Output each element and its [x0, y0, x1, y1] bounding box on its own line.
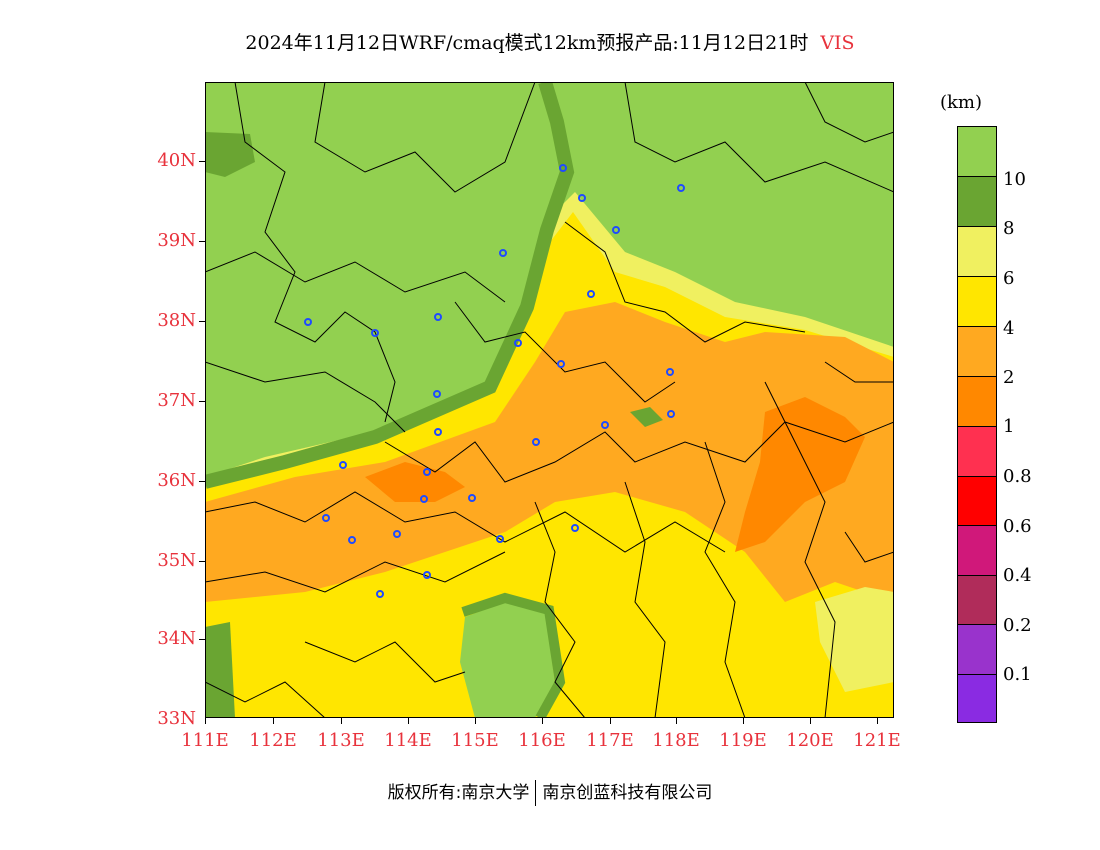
lon-label-111: 111E [181, 730, 229, 751]
lon-label-115: 115E [451, 730, 499, 751]
colorbar-segment [958, 227, 996, 277]
legend-label-10: 10 [1003, 169, 1026, 190]
legend-label-1: 1 [1003, 416, 1015, 437]
lon-tick [341, 718, 342, 724]
lon-label-114: 114E [384, 730, 432, 751]
vis-region-1-2 [735, 397, 865, 552]
legend-label-0-8: 0.8 [1003, 466, 1032, 487]
legend-label-6: 6 [1003, 268, 1015, 289]
colorbar-segment [958, 526, 996, 576]
lat-label-37: 37N [157, 390, 196, 411]
vis-region-8-10-west [205, 132, 255, 177]
lon-label-112: 112E [249, 730, 297, 751]
title-main: 2024年11月12日WRF/cmaq模式12km预报产品:11月12日21时 [245, 32, 809, 54]
lat-tick [199, 401, 205, 402]
footer-separator [535, 780, 537, 806]
lat-tick [199, 161, 205, 162]
city-markers [304, 164, 685, 598]
lon-tick [676, 718, 677, 724]
visibility-map [205, 82, 894, 718]
lat-tick [199, 241, 205, 242]
vis-region-8-10-sw [205, 622, 235, 718]
colorbar-segment [958, 277, 996, 327]
lon-tick [273, 718, 274, 724]
lon-tick [743, 718, 744, 724]
legend-label-0-2: 0.2 [1003, 615, 1032, 636]
lon-label-121: 121E [853, 730, 901, 751]
lon-label-113: 113E [317, 730, 365, 751]
colorbar-segment [958, 576, 996, 625]
lon-tick [408, 718, 409, 724]
lat-label-39: 39N [157, 230, 196, 251]
lat-tick [199, 481, 205, 482]
lon-tick [542, 718, 543, 724]
footer: 版权所有:南京大学 南京创蓝科技有限公司 [0, 778, 1100, 806]
colorbar-segment [958, 377, 996, 427]
lat-label-40: 40N [157, 150, 196, 171]
lon-label-120: 120E [786, 730, 834, 751]
footer-copyright: 版权所有:南京大学 [387, 783, 530, 803]
title-variable: VIS [820, 32, 855, 54]
lat-tick [199, 639, 205, 640]
lat-label-34: 34N [157, 628, 196, 649]
colorbar-segment [958, 427, 996, 477]
legend-label-0-6: 0.6 [1003, 516, 1032, 537]
vis-region-1-2-b [365, 462, 465, 502]
legend-label-4: 4 [1003, 318, 1015, 339]
lon-tick [610, 718, 611, 724]
lat-label-35: 35N [157, 550, 196, 571]
colorbar-segment [958, 477, 996, 526]
lon-tick [810, 718, 811, 724]
colorbar-segment [958, 625, 996, 675]
lon-tick [877, 718, 878, 724]
colorbar-segment [958, 177, 996, 227]
vis-region-8-10-ring [461, 592, 566, 718]
colorbar-segment [958, 127, 996, 177]
lat-tick [199, 321, 205, 322]
map-title: 2024年11月12日WRF/cmaq模式12km预报产品:11月12日21时 V… [0, 28, 1100, 55]
vis-region-6-8-east [815, 587, 894, 692]
colorbar-segment [958, 675, 996, 722]
vis-region-2-4 [205, 302, 894, 602]
lon-tick [475, 718, 476, 724]
colorbar [957, 126, 997, 723]
legend-label-0-4: 0.4 [1003, 565, 1032, 586]
vis-region-8-10-spot [630, 407, 663, 427]
lat-tick [199, 561, 205, 562]
vis-region-8-10-band [205, 82, 575, 489]
colorbar-segment [958, 327, 996, 377]
legend-label-0-1: 0.1 [1003, 664, 1032, 685]
legend-unit: (km) [940, 92, 983, 113]
admin-boundaries [205, 82, 894, 718]
legend-label-2: 2 [1003, 367, 1015, 388]
legend-label-8: 8 [1003, 218, 1015, 239]
lon-label-118: 118E [652, 730, 700, 751]
footer-company: 南京创蓝科技有限公司 [542, 783, 713, 803]
lon-tick [205, 718, 206, 724]
lat-label-38: 38N [157, 310, 196, 331]
vis-region-above-10-south [460, 602, 555, 718]
lon-label-119: 119E [719, 730, 767, 751]
lat-label-33: 33N [157, 708, 196, 729]
lon-label-116: 116E [518, 730, 566, 751]
lat-label-36: 36N [157, 470, 196, 491]
lon-label-117: 117E [586, 730, 634, 751]
